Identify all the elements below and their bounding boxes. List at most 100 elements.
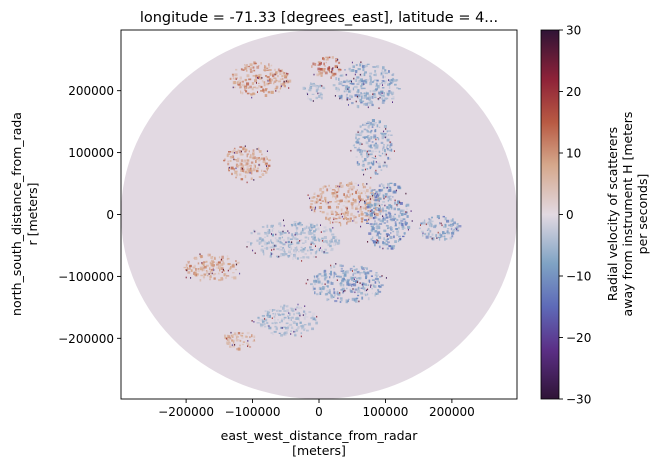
echo-speckle	[335, 263, 337, 265]
echo-cell	[375, 272, 378, 274]
echo-cell	[275, 85, 279, 89]
echo-cell	[325, 56, 329, 58]
echo-speckle	[405, 192, 407, 195]
echo-cell	[351, 206, 354, 210]
echo-cell	[441, 235, 444, 238]
echo-cell	[313, 275, 316, 278]
echo-cell	[256, 167, 260, 170]
echo-cell	[457, 227, 459, 229]
echo-cell	[446, 219, 450, 223]
echo-cell	[388, 207, 390, 210]
echo-cell	[322, 86, 325, 89]
echo-cell	[323, 226, 327, 229]
echo-cell	[270, 254, 272, 257]
echo-cell	[385, 224, 388, 227]
echo-cell	[232, 340, 235, 344]
echo-cell	[197, 269, 200, 272]
echo-cell	[293, 329, 297, 332]
echo-cell	[375, 85, 378, 88]
echo-cell	[396, 232, 400, 235]
echo-cell	[364, 158, 367, 162]
echo-cell	[339, 282, 341, 285]
echo-cell	[302, 327, 304, 329]
echo-cell	[360, 153, 363, 156]
echo-cell	[319, 202, 322, 204]
echo-cell	[362, 67, 365, 72]
echo-speckle	[377, 98, 379, 100]
echo-cell	[366, 137, 370, 140]
echo-cell	[442, 231, 445, 235]
echo-cell	[309, 229, 312, 232]
echo-cell	[369, 123, 373, 126]
echo-cell	[306, 329, 309, 332]
echo-cell	[235, 173, 238, 177]
echo-cell	[264, 310, 267, 313]
echo-cell	[352, 273, 354, 276]
echo-cell	[330, 270, 332, 274]
echo-cell	[305, 225, 308, 229]
echo-speckle	[324, 283, 326, 285]
echo-cell	[355, 85, 358, 89]
echo-cell	[368, 214, 370, 216]
echo-cell	[266, 82, 269, 86]
colorbar	[540, 29, 560, 400]
echo-cell	[232, 335, 234, 338]
echo-cell	[310, 252, 313, 255]
echo-cell	[303, 232, 306, 234]
echo-cell	[316, 250, 318, 253]
echo-cell	[359, 131, 363, 135]
echo-cell	[297, 233, 301, 235]
echo-speckle	[352, 220, 354, 222]
x-axis-label-line2: [meters]	[292, 443, 346, 458]
echo-cell	[310, 228, 313, 230]
echo-cell	[323, 185, 327, 188]
echo-cell	[296, 257, 299, 260]
echo-cell	[352, 215, 356, 218]
echo-cell	[378, 184, 381, 187]
echo-cell	[194, 257, 198, 260]
echo-cell	[323, 273, 327, 277]
echo-cell	[379, 208, 382, 210]
echo-cell	[255, 74, 258, 77]
echo-cell	[303, 328, 306, 331]
echo-cell	[269, 246, 273, 249]
echo-speckle	[246, 246, 248, 248]
echo-cell	[363, 183, 365, 186]
echo-cell	[308, 222, 312, 225]
echo-cell	[216, 262, 219, 266]
echo-cell	[342, 291, 344, 294]
echo-cell	[271, 229, 274, 232]
echo-cell	[318, 248, 321, 252]
echo-speckle	[317, 92, 319, 95]
echo-cell	[218, 279, 222, 282]
echo-cell	[370, 150, 374, 153]
echo-cell	[291, 316, 294, 319]
echo-speckle	[354, 291, 356, 294]
echo-cell	[344, 270, 347, 274]
echo-cell	[333, 265, 336, 268]
echo-speckle	[332, 67, 334, 69]
echo-cell	[341, 83, 343, 86]
echo-speckle	[320, 231, 322, 233]
echo-speckle	[316, 315, 318, 318]
echo-speckle	[286, 72, 288, 75]
echo-cell	[350, 89, 352, 92]
echo-cell	[232, 334, 235, 336]
echo-cell	[264, 236, 266, 238]
echo-cell	[341, 98, 343, 101]
echo-cell	[404, 223, 407, 226]
echo-cell	[402, 218, 406, 221]
echo-cell	[363, 128, 367, 131]
echo-cell	[386, 238, 389, 240]
echo-cell	[379, 92, 382, 96]
echo-cell	[374, 202, 377, 206]
echo-cell	[249, 63, 253, 66]
echo-cell	[342, 213, 346, 215]
colorbar-tick-label: −20	[566, 331, 591, 345]
echo-cell	[233, 276, 237, 280]
echo-cell	[214, 258, 216, 260]
echo-cell	[351, 269, 354, 271]
echo-speckle	[271, 317, 273, 319]
echo-cell	[379, 209, 382, 213]
echo-cell	[363, 92, 366, 94]
